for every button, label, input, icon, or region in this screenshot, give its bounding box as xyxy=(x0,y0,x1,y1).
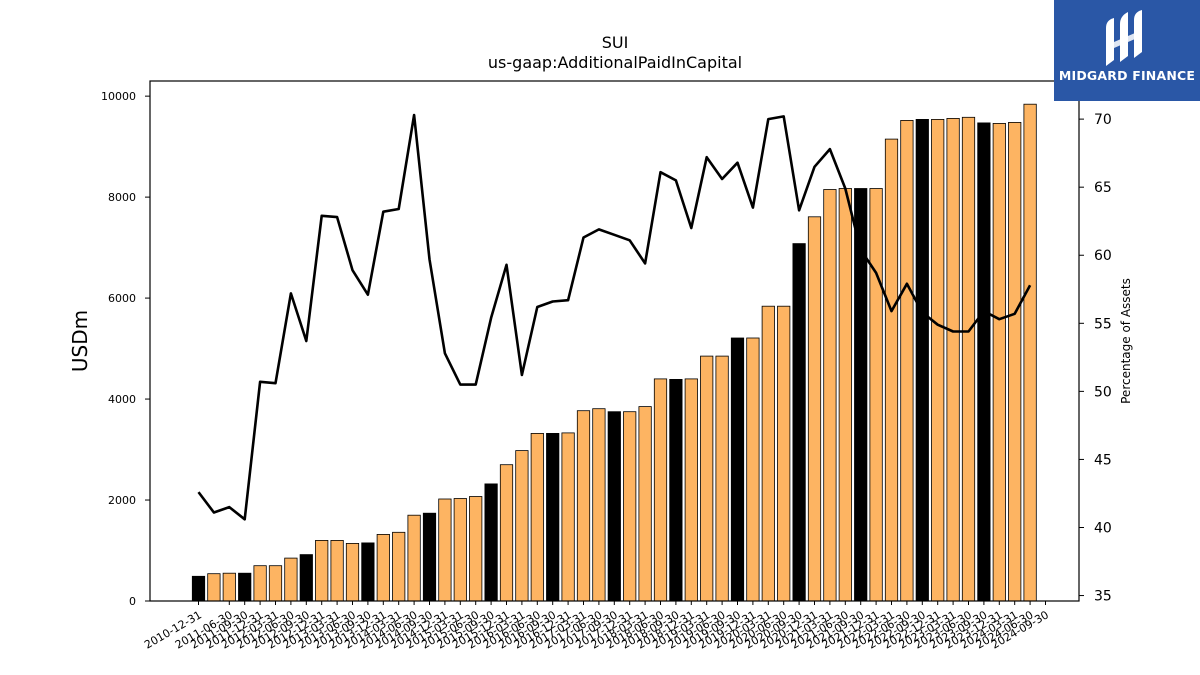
bar xyxy=(453,498,467,602)
bar xyxy=(1023,103,1037,602)
y-axis-label: USDm xyxy=(68,310,92,372)
y2-tick-label: 55 xyxy=(1094,316,1112,332)
bar xyxy=(653,378,668,602)
bar xyxy=(376,534,390,602)
bar xyxy=(268,565,283,602)
chart-subtitle: us-gaap:AdditionalPaidInCapital xyxy=(488,53,742,72)
y-tick-label: 8000 xyxy=(108,191,136,204)
y-tick-label: 6000 xyxy=(108,292,136,305)
bar xyxy=(792,243,806,602)
bar xyxy=(299,554,313,602)
bar xyxy=(900,120,914,602)
bar xyxy=(284,557,298,602)
y-tick-label: 0 xyxy=(129,595,136,608)
bar xyxy=(761,305,775,602)
bar xyxy=(669,378,683,602)
bar xyxy=(931,119,945,602)
y-axis-left: 0 2000 4000 6000 8000 10000 xyxy=(101,90,150,608)
bar xyxy=(946,118,960,602)
bar xyxy=(838,188,852,602)
bar xyxy=(561,432,575,602)
bar xyxy=(499,464,514,602)
bar xyxy=(884,138,899,602)
bar xyxy=(315,540,329,602)
bar xyxy=(576,410,591,602)
bar xyxy=(191,575,206,602)
bar-series xyxy=(191,103,1037,602)
bar xyxy=(469,496,483,602)
bar xyxy=(222,572,236,602)
y2-tick-label: 60 xyxy=(1094,248,1112,264)
y2-tick-label: 65 xyxy=(1094,180,1112,196)
bar xyxy=(961,116,976,602)
bar xyxy=(607,411,621,602)
y-tick-label: 4000 xyxy=(108,393,136,406)
bar xyxy=(546,432,560,602)
bar xyxy=(777,305,791,602)
bar xyxy=(746,337,760,602)
line-series xyxy=(197,113,1032,521)
brand-logo: MIDGARD FINANCE xyxy=(1054,0,1200,101)
bar xyxy=(238,572,252,602)
bar xyxy=(623,411,637,602)
x-axis: 2010-12-312011-06-302011-09-302011-12-31… xyxy=(142,601,1051,652)
bar xyxy=(207,573,221,602)
bar xyxy=(515,450,529,602)
y-axis-right: 35 40 45 50 55 60 65 70 xyxy=(1079,112,1112,605)
bar xyxy=(715,355,729,602)
bar xyxy=(684,378,698,602)
bar xyxy=(1008,122,1022,602)
bar xyxy=(592,408,606,602)
bar xyxy=(730,337,745,602)
bar xyxy=(361,542,375,602)
bar xyxy=(330,540,344,602)
y2-tick-label: 45 xyxy=(1094,452,1112,468)
bar xyxy=(422,512,437,602)
y2-tick-label: 35 xyxy=(1094,589,1112,605)
y2-tick-label: 40 xyxy=(1094,520,1112,536)
bar xyxy=(253,565,267,602)
bar xyxy=(977,122,991,602)
y-tick-label: 2000 xyxy=(108,494,136,507)
bar xyxy=(484,483,498,602)
bar xyxy=(915,119,929,602)
y2-tick-label: 70 xyxy=(1094,112,1112,128)
bar xyxy=(392,531,406,602)
y2-tick-label: 50 xyxy=(1094,384,1112,400)
bar xyxy=(345,543,360,602)
bar xyxy=(807,216,822,602)
bar xyxy=(407,514,421,602)
midgard-m-logo-icon xyxy=(1106,10,1142,66)
bar xyxy=(992,123,1006,602)
y2-axis-label: Percentage of Assets xyxy=(1119,278,1133,404)
bar xyxy=(869,188,883,602)
y-tick-label: 10000 xyxy=(101,90,136,103)
bar xyxy=(823,189,837,602)
bar xyxy=(438,498,452,602)
bar xyxy=(700,355,714,602)
brand-name: MIDGARD FINANCE xyxy=(1058,68,1196,83)
bar xyxy=(530,432,544,602)
chart-title: SUI xyxy=(602,33,629,52)
bar xyxy=(638,406,652,602)
